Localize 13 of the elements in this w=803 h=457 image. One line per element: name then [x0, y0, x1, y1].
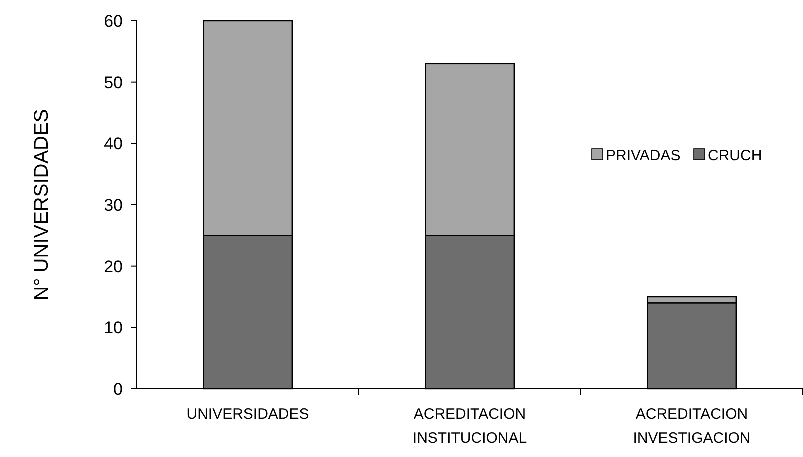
y-tick-label: 30 [104, 196, 123, 215]
y-tick-label: 60 [104, 12, 123, 31]
x-tick-label: ACREDITACION INVESTIGACION [633, 406, 751, 447]
y-tick-label: 50 [104, 73, 123, 92]
y-tick-label: 0 [114, 380, 123, 399]
y-tick-label: 20 [104, 257, 123, 276]
x-tick-label: UNIVERSIDADES [186, 406, 310, 423]
legend-label: CRUCH [708, 147, 762, 164]
y-tick-label: 40 [104, 134, 123, 154]
y-axis-title: N° UNIVERSIDADES [31, 109, 53, 301]
legend-label: PRIVADAS [606, 147, 681, 164]
x-tick-label: ACREDITACION INSTITUCIONAL [412, 406, 528, 447]
y-tick-label: 10 [104, 318, 123, 338]
